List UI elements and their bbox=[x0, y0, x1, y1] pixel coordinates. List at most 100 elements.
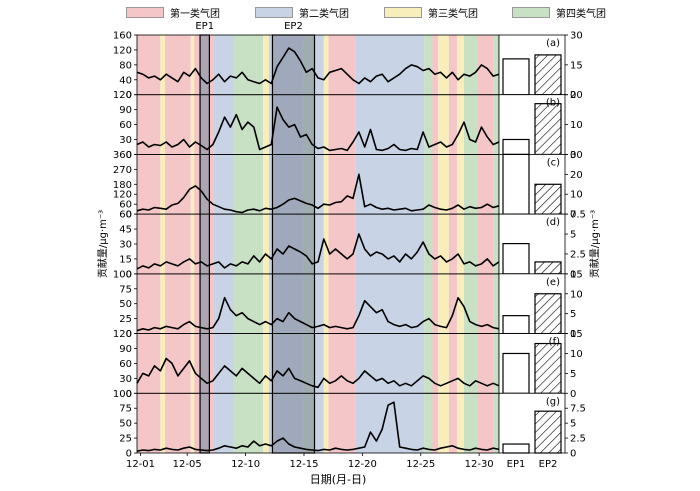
contribution-bar bbox=[502, 315, 530, 335]
y-axis-title-left: 贡献量/μg·m⁻³ bbox=[96, 210, 109, 278]
left-tick-label: 120 bbox=[113, 45, 132, 56]
left-tick-label: 0 bbox=[126, 449, 132, 460]
bar-category-label: EP2 bbox=[539, 459, 558, 470]
left-tick-label: 80 bbox=[119, 60, 132, 71]
panel-label: (d) bbox=[546, 217, 560, 228]
legend-item-type4: 第四类气团 bbox=[512, 4, 606, 20]
left-tick-label: 0 bbox=[126, 389, 132, 400]
contribution-bar bbox=[502, 138, 530, 156]
legend-swatch-type4 bbox=[512, 6, 550, 18]
right-tick-label: 30 bbox=[570, 150, 583, 161]
right-tick-label: 10 bbox=[570, 190, 583, 201]
x-axis-title: 日期(月-日) bbox=[310, 473, 367, 486]
left-tick-label: 0 bbox=[126, 210, 132, 221]
left-tick-label: 75 bbox=[119, 284, 132, 295]
right-tick-label: 0 bbox=[570, 210, 576, 221]
series-line bbox=[136, 106, 500, 152]
right-tick-label: 15 bbox=[570, 269, 583, 280]
legend-label: 第二类气团 bbox=[299, 8, 349, 20]
left-tick-label: 30 bbox=[119, 240, 132, 251]
airmass-band bbox=[432, 35, 439, 453]
right-tick-label: 0 bbox=[570, 269, 576, 280]
episode-shade bbox=[272, 35, 315, 453]
x-tick-label: 12-15 bbox=[289, 459, 318, 470]
series-line bbox=[136, 357, 500, 389]
contribution-bar bbox=[534, 54, 562, 96]
right-tick-label: 15 bbox=[570, 60, 583, 71]
airmass-band bbox=[438, 35, 449, 453]
x-tick-label: 12-20 bbox=[348, 459, 377, 470]
legend-swatch-type1 bbox=[126, 6, 164, 18]
panel-label: (a) bbox=[546, 38, 560, 49]
panel-label: (f) bbox=[549, 337, 560, 348]
right-tick-label: 10 bbox=[570, 120, 583, 131]
x-tick-label: 12-30 bbox=[465, 459, 494, 470]
airmass-band bbox=[314, 35, 324, 453]
left-tick-label: 50 bbox=[119, 419, 132, 430]
left-tick-label: 90 bbox=[119, 105, 132, 116]
x-tick-label: 12-01 bbox=[126, 459, 155, 470]
x-tick-label: 12-05 bbox=[173, 459, 202, 470]
series-line bbox=[136, 173, 500, 214]
contribution-bar bbox=[502, 443, 530, 454]
contribution-bar bbox=[502, 58, 530, 96]
episode-label: EP2 bbox=[284, 21, 303, 32]
left-tick-label: 60 bbox=[119, 200, 132, 211]
right-tick-label: 5 bbox=[570, 309, 576, 320]
airmass-band bbox=[424, 35, 433, 453]
panel-label: (e) bbox=[546, 277, 560, 288]
episode-shade bbox=[200, 35, 210, 453]
left-tick-label: 0 bbox=[126, 269, 132, 280]
left-tick-label: 15 bbox=[119, 254, 132, 265]
legend-label: 第一类气团 bbox=[170, 8, 220, 20]
airmass-band bbox=[328, 35, 356, 453]
right-tick-label: 5 bbox=[570, 369, 576, 380]
airmass-band bbox=[355, 35, 425, 453]
right-tick-label: 5 bbox=[570, 230, 576, 241]
airmass-band bbox=[477, 35, 494, 453]
left-tick-label: 50 bbox=[119, 299, 132, 310]
contribution-bar bbox=[534, 342, 562, 394]
left-tick-label: 25 bbox=[119, 434, 132, 445]
airmass-band bbox=[190, 35, 195, 453]
left-tick-label: 0 bbox=[126, 329, 132, 340]
left-tick-label: 60 bbox=[119, 120, 132, 131]
legend-item-type1: 第一类气团 bbox=[126, 4, 220, 20]
right-tick-label: 0 bbox=[570, 90, 576, 101]
left-tick-label: 120 bbox=[113, 190, 132, 201]
right-tick-label: 0 bbox=[570, 329, 576, 340]
contribution-bar bbox=[534, 293, 562, 335]
airmass-band bbox=[233, 35, 264, 453]
airmass-band bbox=[493, 35, 499, 453]
contribution-bar bbox=[502, 352, 530, 394]
left-tick-label: 40 bbox=[119, 75, 132, 86]
legend-swatch-type2 bbox=[255, 6, 293, 18]
left-tick-label: 180 bbox=[113, 180, 132, 191]
episode-label: EP1 bbox=[195, 21, 214, 32]
right-tick-label: 2.5 bbox=[570, 249, 586, 260]
series-line bbox=[136, 233, 500, 270]
airmass-band bbox=[456, 35, 464, 453]
left-tick-label: 270 bbox=[113, 165, 132, 176]
right-tick-label: 10 bbox=[570, 349, 583, 360]
airmass-band bbox=[165, 35, 191, 453]
legend-swatch-type3 bbox=[384, 6, 422, 18]
series-line bbox=[136, 401, 500, 452]
right-tick-label: 0 bbox=[570, 449, 576, 460]
contribution-bar bbox=[534, 183, 562, 215]
y-axis-title-right: 贡献量/μg·m⁻³ bbox=[588, 210, 601, 278]
left-tick-label: 75 bbox=[119, 404, 132, 415]
contribution-bar bbox=[502, 153, 530, 215]
airmass-band bbox=[160, 35, 166, 453]
legend-label: 第四类气团 bbox=[556, 8, 606, 20]
left-tick-label: 360 bbox=[113, 150, 132, 161]
right-tick-label: 2.5 bbox=[570, 434, 586, 445]
panel-label: (g) bbox=[546, 396, 560, 407]
contribution-bar bbox=[534, 261, 562, 275]
left-tick-label: 45 bbox=[119, 225, 132, 236]
airmass-band bbox=[463, 35, 478, 453]
legend-item-type3: 第三类气团 bbox=[384, 4, 478, 20]
contribution-bar bbox=[502, 243, 530, 275]
